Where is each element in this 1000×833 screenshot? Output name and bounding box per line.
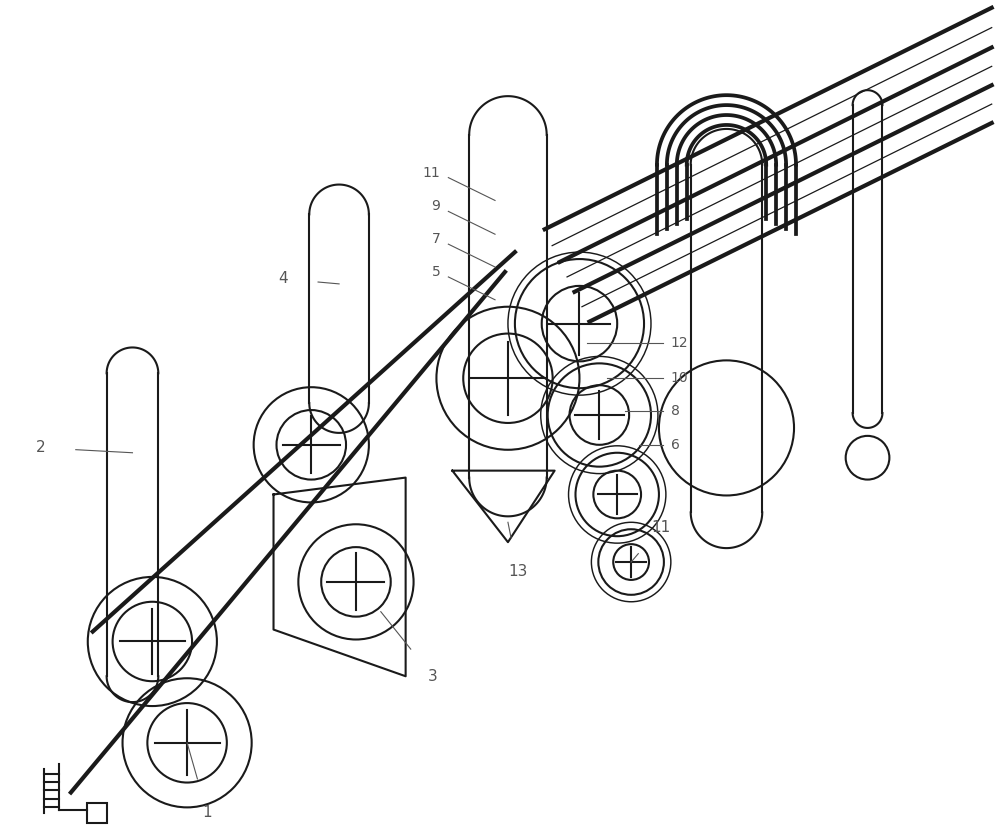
Text: 11: 11: [423, 166, 440, 180]
Text: 6: 6: [671, 438, 680, 451]
Text: 5: 5: [432, 265, 440, 279]
Text: 13: 13: [508, 565, 528, 580]
Text: 7: 7: [432, 232, 440, 247]
Text: 11: 11: [651, 520, 671, 535]
Text: 1: 1: [202, 805, 212, 820]
Text: 9: 9: [432, 199, 440, 213]
Text: 8: 8: [671, 404, 680, 418]
Bar: [87, 803, 107, 823]
Text: 2: 2: [36, 441, 46, 456]
Text: 12: 12: [671, 337, 688, 351]
Text: 10: 10: [671, 372, 688, 385]
Text: 4: 4: [279, 272, 288, 287]
Text: 3: 3: [428, 669, 437, 684]
